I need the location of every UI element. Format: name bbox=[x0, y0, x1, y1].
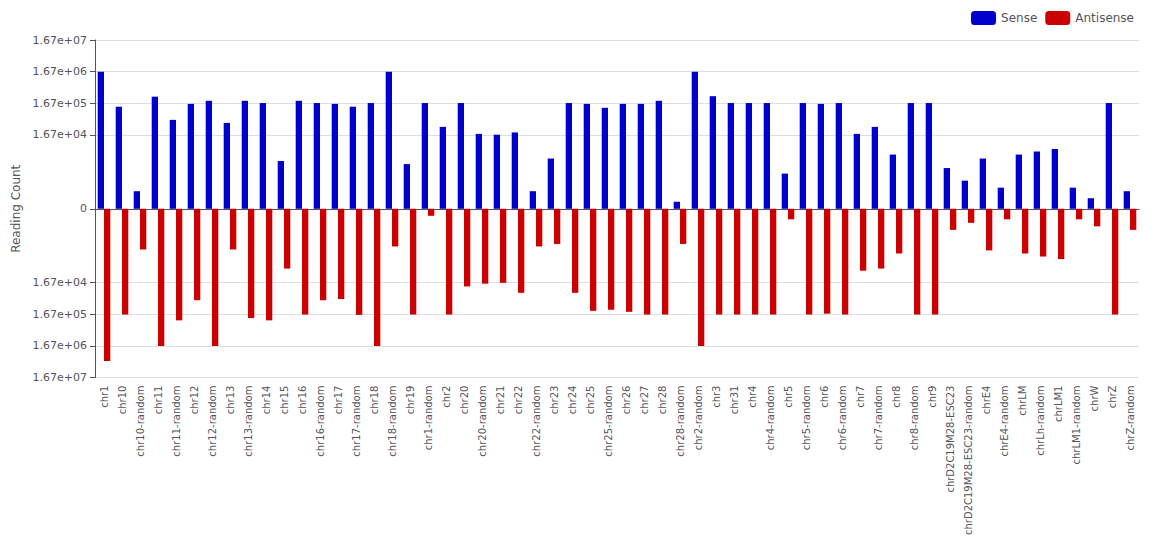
svg-text:chr17-random: chr17-random bbox=[351, 386, 362, 457]
svg-text:chr20: chr20 bbox=[459, 386, 470, 415]
svg-text:chr25: chr25 bbox=[585, 386, 596, 415]
svg-text:chr11-random: chr11-random bbox=[171, 386, 182, 457]
svg-text:chr12: chr12 bbox=[189, 386, 200, 415]
svg-text:chr4-random: chr4-random bbox=[765, 386, 776, 451]
svg-text:chr22: chr22 bbox=[513, 386, 524, 415]
svg-text:chr8-random: chr8-random bbox=[909, 386, 920, 451]
svg-text:chr5: chr5 bbox=[783, 386, 794, 408]
svg-text:chr4: chr4 bbox=[747, 386, 758, 408]
svg-text:1.67e+05: 1.67e+05 bbox=[33, 97, 87, 110]
svg-text:chr18: chr18 bbox=[369, 386, 380, 415]
svg-text:chrLM1-random: chrLM1-random bbox=[1071, 386, 1082, 465]
svg-text:chr25-random: chr25-random bbox=[603, 386, 614, 457]
svg-text:Reading Count: Reading Count bbox=[9, 164, 23, 252]
svg-text:chr27: chr27 bbox=[639, 386, 650, 415]
svg-text:1.67e+07: 1.67e+07 bbox=[33, 371, 87, 384]
svg-text:1.67e+06: 1.67e+06 bbox=[33, 339, 87, 352]
svg-text:chr22-random: chr22-random bbox=[531, 386, 542, 457]
svg-text:chr13-random: chr13-random bbox=[243, 386, 254, 457]
svg-text:1.67e+04: 1.67e+04 bbox=[33, 128, 87, 141]
svg-text:chr8: chr8 bbox=[891, 386, 902, 408]
svg-text:chrD2C19M28-ESC23: chrD2C19M28-ESC23 bbox=[945, 386, 956, 493]
svg-text:chr2: chr2 bbox=[441, 386, 452, 408]
svg-text:1.67e+05: 1.67e+05 bbox=[33, 308, 87, 321]
svg-text:chr28: chr28 bbox=[657, 386, 668, 415]
svg-text:chr14: chr14 bbox=[261, 386, 272, 415]
svg-text:chrE4-random: chrE4-random bbox=[999, 386, 1010, 457]
svg-text:chrE4: chrE4 bbox=[981, 386, 992, 415]
svg-text:chr6: chr6 bbox=[819, 386, 830, 408]
svg-text:chr15: chr15 bbox=[279, 386, 290, 415]
svg-text:chrLh-random: chrLh-random bbox=[1035, 386, 1046, 456]
svg-text:0: 0 bbox=[80, 202, 87, 215]
svg-text:chr18-random: chr18-random bbox=[387, 386, 398, 457]
svg-text:chr10: chr10 bbox=[117, 386, 128, 415]
svg-text:chrLM: chrLM bbox=[1017, 386, 1028, 416]
svg-text:chr31: chr31 bbox=[729, 386, 740, 415]
svg-text:chr3: chr3 bbox=[711, 386, 722, 408]
svg-text:chrZ-random: chrZ-random bbox=[1125, 386, 1136, 451]
svg-text:chr10-random: chr10-random bbox=[135, 386, 146, 457]
svg-text:chr21: chr21 bbox=[495, 386, 506, 415]
svg-text:Sense: Sense bbox=[1001, 11, 1037, 25]
svg-text:chr16: chr16 bbox=[297, 386, 308, 415]
svg-text:chr24: chr24 bbox=[567, 386, 578, 415]
svg-text:Antisense: Antisense bbox=[1075, 11, 1134, 25]
svg-text:chr11: chr11 bbox=[153, 386, 164, 415]
svg-text:chr2-random: chr2-random bbox=[693, 386, 704, 451]
svg-text:chr7-random: chr7-random bbox=[873, 386, 884, 451]
svg-text:chrZ: chrZ bbox=[1107, 385, 1118, 408]
svg-text:chr9: chr9 bbox=[927, 386, 938, 408]
svg-text:chr5-random: chr5-random bbox=[801, 386, 812, 451]
svg-text:chr17: chr17 bbox=[333, 386, 344, 415]
svg-text:chr20-random: chr20-random bbox=[477, 386, 488, 457]
svg-text:chr19: chr19 bbox=[405, 386, 416, 415]
svg-text:chrLM1: chrLM1 bbox=[1053, 386, 1064, 423]
svg-text:1.67e+07: 1.67e+07 bbox=[33, 34, 87, 47]
svg-text:chr13: chr13 bbox=[225, 386, 236, 415]
svg-text:chr26: chr26 bbox=[621, 386, 632, 415]
svg-text:chr1-random: chr1-random bbox=[423, 386, 434, 451]
svg-text:chr7: chr7 bbox=[855, 386, 866, 408]
svg-text:chr16-random: chr16-random bbox=[315, 386, 326, 457]
svg-text:chr12-random: chr12-random bbox=[207, 386, 218, 457]
svg-text:1.67e+06: 1.67e+06 bbox=[33, 65, 87, 78]
svg-text:chr23: chr23 bbox=[549, 386, 560, 415]
svg-text:chr1: chr1 bbox=[99, 386, 110, 408]
svg-text:chr6-random: chr6-random bbox=[837, 386, 848, 451]
svg-text:1.67e+04: 1.67e+04 bbox=[33, 276, 87, 289]
svg-text:chrW: chrW bbox=[1089, 385, 1100, 411]
svg-text:chrD2C19M28-ESC23-random: chrD2C19M28-ESC23-random bbox=[963, 386, 974, 535]
svg-text:chr28-random: chr28-random bbox=[675, 386, 686, 457]
